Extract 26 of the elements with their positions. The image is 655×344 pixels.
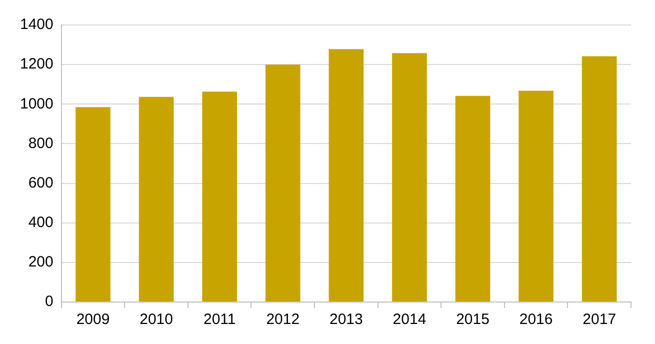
- y-tick-label: 1400: [20, 16, 54, 34]
- bar: [265, 64, 300, 302]
- x-tick-label: 2012: [266, 311, 300, 328]
- y-tick-label: 0: [45, 293, 54, 310]
- y-tick-label: 200: [28, 254, 54, 271]
- y-tick-label: 600: [28, 174, 54, 192]
- x-tick-label: 2013: [329, 311, 363, 328]
- bar: [518, 90, 554, 302]
- bar: [138, 96, 174, 302]
- y-tick-label: 1000: [20, 95, 54, 112]
- bar: [582, 56, 617, 302]
- x-tick-label: 2010: [140, 311, 173, 328]
- x-tick-label: 2009: [76, 311, 110, 328]
- bar: [328, 49, 364, 302]
- bar: [202, 92, 238, 302]
- x-tick-label: 2016: [519, 311, 553, 328]
- x-tick-label: 2014: [392, 311, 426, 328]
- bar: [455, 96, 490, 302]
- bar: [76, 107, 110, 302]
- bar: [392, 53, 427, 302]
- y-tick-label: 800: [28, 134, 54, 152]
- y-tick-label: 1200: [20, 56, 54, 73]
- x-tick-label: 2011: [203, 311, 236, 328]
- y-tick-label: 400: [28, 214, 54, 231]
- x-tick-label: 2015: [456, 311, 490, 328]
- x-tick-label: 2017: [582, 311, 616, 328]
